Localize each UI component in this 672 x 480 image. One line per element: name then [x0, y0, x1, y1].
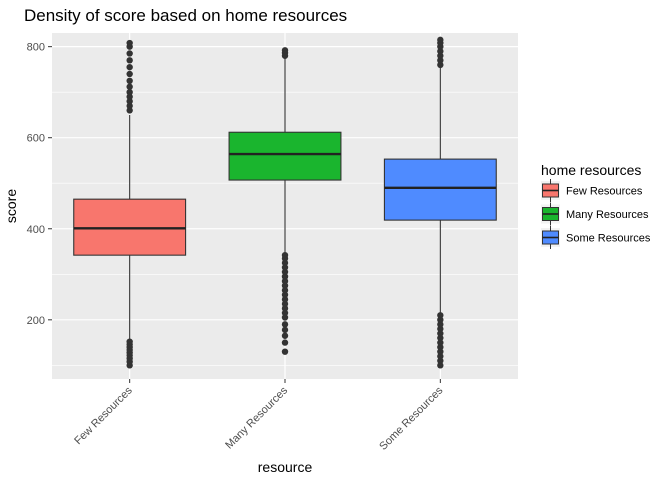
x-tick-label: Some Resources [377, 384, 445, 452]
outlier-point [281, 326, 289, 334]
outlier-point [281, 268, 289, 276]
outlier-point [281, 300, 289, 308]
chart-title: Density of score based on home resources [24, 6, 347, 25]
x-axis-title: resource [258, 459, 313, 475]
outlier-point [281, 305, 289, 312]
legend-title: home resources [541, 162, 641, 178]
outlier-point [281, 47, 289, 54]
x-tick-label: Few Resources [72, 384, 135, 447]
outlier-point [437, 343, 444, 351]
outlier-point [126, 107, 133, 114]
outlier-point [437, 316, 444, 324]
box-iqr [383, 158, 497, 221]
legend-label: Some Resources [566, 233, 651, 245]
outlier-point [126, 88, 133, 96]
legend-label: Few Resources [566, 186, 643, 198]
outlier-point [437, 325, 444, 333]
x-axis: Few Resources Many Resources Some Resource… [72, 379, 446, 453]
outlier-point [126, 93, 133, 100]
y-axis: 200 400 600 800 [27, 42, 52, 327]
y-tick-label: 200 [27, 315, 45, 327]
box-many-resources [228, 47, 342, 355]
outlier-point [126, 83, 133, 90]
outlier-point [437, 52, 444, 59]
outlier-point [281, 309, 289, 317]
outlier-point [126, 70, 133, 78]
outlier-point [437, 334, 444, 342]
outlier-point [281, 321, 289, 328]
box-some-resources [383, 36, 497, 369]
legend: home resources Few Resources Many Resourc… [541, 162, 651, 249]
outlier-point [437, 357, 444, 364]
legend-label: Many Resources [566, 209, 649, 221]
outlier-point [437, 348, 444, 355]
outlier-point [126, 57, 133, 64]
outlier-point [437, 61, 444, 69]
outlier-point [126, 63, 133, 71]
outlier-point [281, 277, 289, 285]
outlier-point [126, 338, 133, 345]
legend-item: Few Resources [541, 179, 643, 202]
y-axis-title: score [3, 189, 19, 223]
outlier-point [281, 273, 289, 280]
outlier-point [126, 98, 133, 105]
legend-item: Some Resources [541, 226, 651, 249]
outlier-point [437, 339, 444, 346]
legend-item: Many Resources [541, 202, 649, 226]
outlier-point [281, 264, 289, 271]
x-tick-label: Many Resources [223, 384, 290, 451]
outlier-point [281, 291, 289, 298]
outlier-point [126, 39, 133, 47]
outlier-point [126, 102, 133, 110]
y-tick-label: 600 [27, 133, 45, 145]
y-tick-label: 800 [27, 42, 45, 54]
outlier-point [281, 259, 289, 267]
outlier-point [437, 330, 444, 337]
boxes [73, 36, 497, 369]
outlier-point [126, 77, 133, 85]
outlier-point [126, 50, 133, 57]
outlier-point [281, 339, 289, 346]
outlier-point [281, 251, 289, 259]
outlier-point [437, 48, 444, 55]
outlier-point [281, 314, 289, 321]
outlier-point [281, 296, 289, 303]
outlier-point [281, 287, 289, 294]
outlier-point [437, 57, 444, 64]
outlier-point [437, 36, 444, 44]
outlier-point [437, 353, 444, 360]
box-iqr [228, 131, 342, 181]
outlier-point [437, 321, 444, 328]
y-tick-label: 400 [27, 224, 45, 236]
outlier-point [281, 282, 289, 289]
outlier-point [437, 312, 444, 319]
outlier-point [281, 348, 289, 355]
outlier-point [281, 332, 289, 339]
box-few-resources [73, 39, 187, 369]
outlier-point [437, 362, 444, 369]
